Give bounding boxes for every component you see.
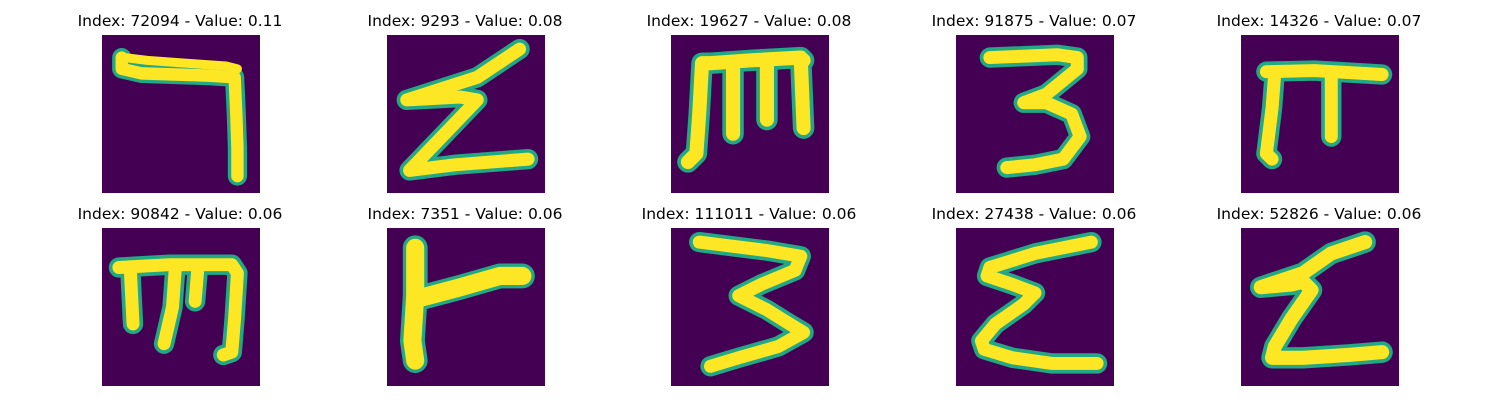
hook-seven-icon	[102, 35, 260, 193]
digit-image	[671, 228, 829, 386]
zigzag-z-icon	[1241, 228, 1399, 386]
digit-image	[956, 35, 1114, 193]
three-icon	[956, 35, 1114, 193]
panel-title: Index: 9293 - Value: 0.08	[367, 12, 563, 30]
panel-title: Index: 52826 - Value: 0.06	[1216, 205, 1422, 223]
panel-title: Index: 91875 - Value: 0.07	[931, 12, 1137, 30]
t-shape-icon	[387, 228, 545, 386]
panel-title: Index: 111011 - Value: 0.06	[641, 205, 857, 223]
digit-image	[671, 35, 829, 193]
three-icon	[671, 228, 829, 386]
panel-title: Index: 90842 - Value: 0.06	[77, 205, 283, 223]
digit-image	[956, 228, 1114, 386]
digit-image	[102, 228, 260, 386]
pi-icon	[1241, 35, 1399, 193]
sideways-m-icon	[102, 228, 260, 386]
digit-image	[1241, 228, 1399, 386]
sideways-m-icon	[671, 35, 829, 193]
digit-image	[387, 228, 545, 386]
panel-title: Index: 72094 - Value: 0.11	[77, 12, 283, 30]
zigzag-z-icon	[387, 35, 545, 193]
digit-image	[102, 35, 260, 193]
digit-image	[1241, 35, 1399, 193]
panel-title: Index: 7351 - Value: 0.06	[367, 205, 563, 223]
digit-image	[387, 35, 545, 193]
panel-title: Index: 27438 - Value: 0.06	[931, 205, 1137, 223]
sigma-icon	[956, 228, 1114, 386]
panel-title: Index: 19627 - Value: 0.08	[646, 12, 852, 30]
panel-title: Index: 14326 - Value: 0.07	[1216, 12, 1422, 30]
